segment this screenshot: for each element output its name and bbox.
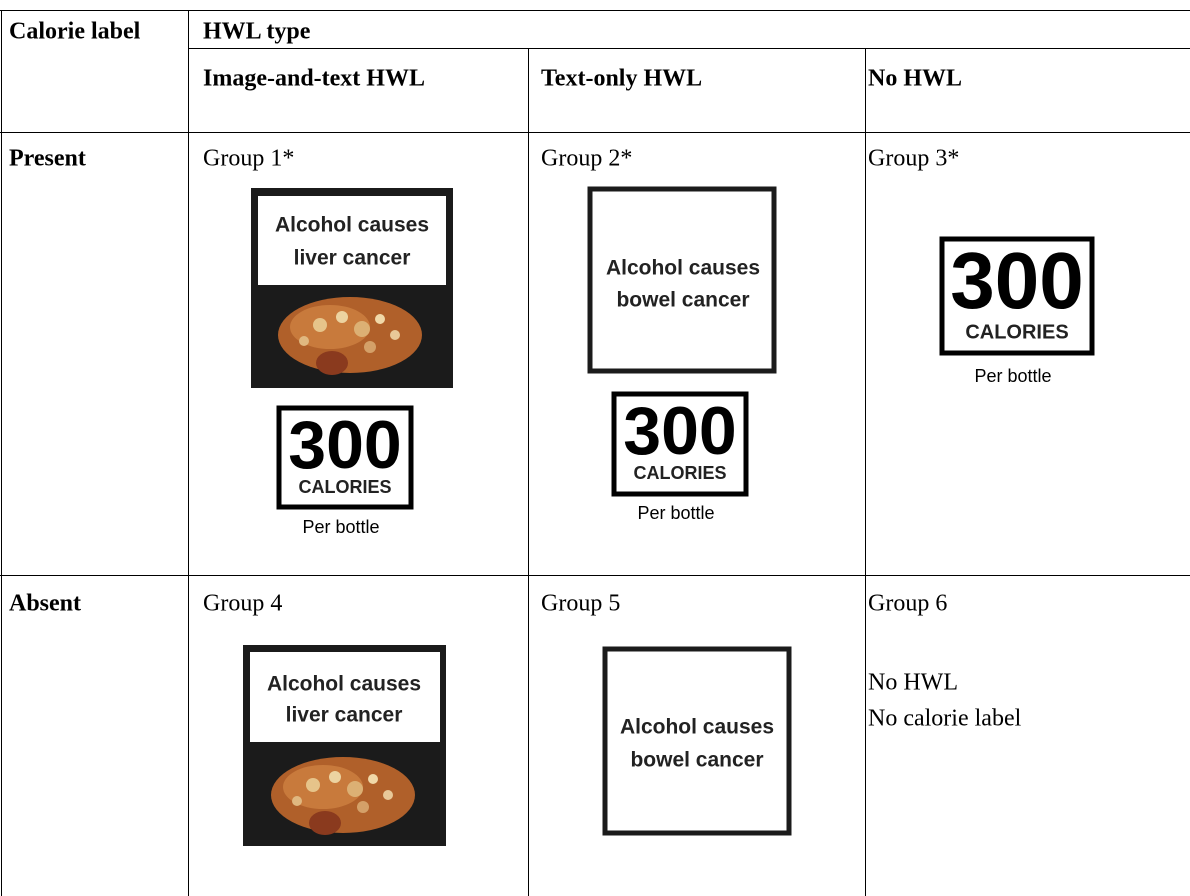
cell-text: No HWL	[868, 670, 958, 696]
warning-label: Alcohol causes bowel cancer	[590, 189, 774, 371]
group-label: Group 3*	[868, 146, 959, 172]
group-label: Group 6	[868, 591, 947, 617]
table: Calorie label HWL type Image-and-text HW…	[0, 0, 1190, 896]
warning-label: Alcohol causes bowel cancer	[605, 649, 789, 833]
calorie-note: Per bottle	[974, 366, 1051, 386]
warning-text: Alcohol causes	[606, 257, 760, 280]
warning-label: Alcohol causes liver cancer	[243, 645, 446, 846]
row-label: Present	[9, 146, 86, 172]
header-cell: Calorie label	[9, 19, 141, 45]
warning-text: Alcohol causes	[267, 673, 421, 696]
calorie-unit: CALORIES	[633, 463, 726, 483]
warning-text: Alcohol causes	[620, 716, 774, 739]
row-label: Absent	[9, 591, 81, 617]
calorie-label: 300 CALORIES Per bottle	[614, 393, 746, 523]
group-label: Group 1*	[203, 146, 294, 172]
warning-text: liver cancer	[294, 247, 411, 270]
warning-text: Alcohol causes	[275, 214, 429, 237]
warning-text: bowel cancer	[616, 289, 749, 312]
calorie-unit: CALORIES	[965, 321, 1068, 343]
calorie-note: Per bottle	[637, 503, 714, 523]
warning-text: liver cancer	[286, 704, 403, 727]
header-cell: Image-and-text HWL	[203, 66, 425, 92]
warning-label: Alcohol causes liver cancer	[251, 188, 453, 388]
group-label: Group 5	[541, 591, 620, 617]
table-rules	[0, 10, 1190, 896]
group-label: Group 2*	[541, 146, 632, 172]
page: Calorie label HWL type Image-and-text HW…	[0, 0, 1190, 896]
calorie-note: Per bottle	[302, 517, 379, 537]
calorie-label: 300 CALORIES Per bottle	[279, 407, 411, 537]
calorie-amount: 300	[288, 407, 401, 483]
calorie-unit: CALORIES	[298, 477, 391, 497]
header-cell: Text-only HWL	[541, 66, 702, 92]
group-label: Group 4	[203, 591, 282, 617]
calorie-amount: 300	[950, 236, 1083, 325]
calorie-amount: 300	[623, 393, 736, 469]
header-cell: HWL type	[203, 19, 311, 45]
calorie-label: 300 CALORIES Per bottle	[942, 236, 1092, 386]
warning-text: bowel cancer	[630, 749, 763, 772]
cell-text: No calorie label	[868, 706, 1022, 732]
header-cell: No HWL	[868, 66, 962, 92]
